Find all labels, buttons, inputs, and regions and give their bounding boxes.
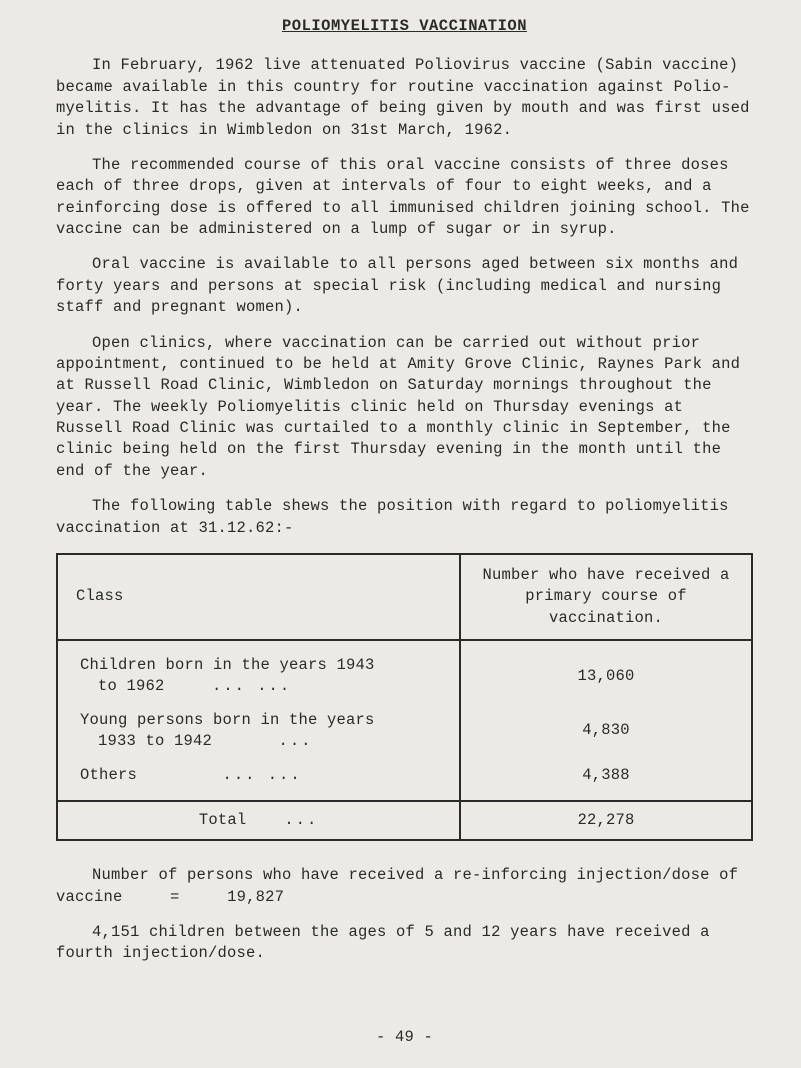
dots: ... ... <box>223 766 302 784</box>
cell-value-2: 4,388 <box>460 759 752 801</box>
page-number: - 49 - <box>56 1027 753 1048</box>
paragraph-1: In February, 1962 live attenuated Poliov… <box>56 55 753 141</box>
cell-class-1: Young persons born in the years 1933 to … <box>57 704 460 759</box>
row-0-line2: to 1962 ... ... <box>80 676 441 697</box>
header-class: Class <box>57 554 460 640</box>
row-0-line1: Children born in the years 1943 <box>80 656 375 674</box>
page-title: POLIOMYELITIS VACCINATION <box>56 16 753 37</box>
p6-value: 19,827 <box>227 888 284 906</box>
row-1-line2-text: 1933 to 1942 <box>98 732 212 750</box>
vaccination-table: Class Number who have received a primary… <box>56 553 753 841</box>
table-header-row: Class Number who have received a primary… <box>57 554 752 640</box>
total-label-text: Total <box>199 811 247 829</box>
dots: ... <box>284 811 318 829</box>
cell-class-2: Others ... ... <box>57 759 460 801</box>
dots: ... ... <box>212 677 291 695</box>
row-2-line1: Others <box>80 766 137 784</box>
row-1-line2: 1933 to 1942 ... <box>80 731 441 752</box>
table-row: Others ... ... 4,388 <box>57 759 752 801</box>
cell-class-0: Children born in the years 1943 to 1962 … <box>57 640 460 704</box>
paragraph-3: Oral vaccine is available to all persons… <box>56 254 753 318</box>
paragraph-5: The following table shews the position w… <box>56 496 753 539</box>
table-total-row: Total ... 22,278 <box>57 801 752 840</box>
paragraph-4: Open clinics, where vaccination can be c… <box>56 333 753 483</box>
p6-eq: = <box>170 888 180 906</box>
dots: ... <box>279 732 313 750</box>
paragraph-2: The recommended course of this oral vacc… <box>56 155 753 241</box>
cell-value-0: 13,060 <box>460 640 752 704</box>
row-1-line1: Young persons born in the years <box>80 711 375 729</box>
cell-total-value: 22,278 <box>460 801 752 840</box>
p6-text: Number of persons who have received a re… <box>56 866 738 905</box>
cell-value-1: 4,830 <box>460 704 752 759</box>
paragraph-7: 4,151 children between the ages of 5 and… <box>56 922 753 965</box>
header-number: Number who have received a primary cours… <box>460 554 752 640</box>
row-0-line2-text: to 1962 <box>98 677 165 695</box>
paragraph-6: Number of persons who have received a re… <box>56 865 753 908</box>
table-row: Young persons born in the years 1933 to … <box>57 704 752 759</box>
table-row: Children born in the years 1943 to 1962 … <box>57 640 752 704</box>
cell-total-label: Total ... <box>57 801 460 840</box>
